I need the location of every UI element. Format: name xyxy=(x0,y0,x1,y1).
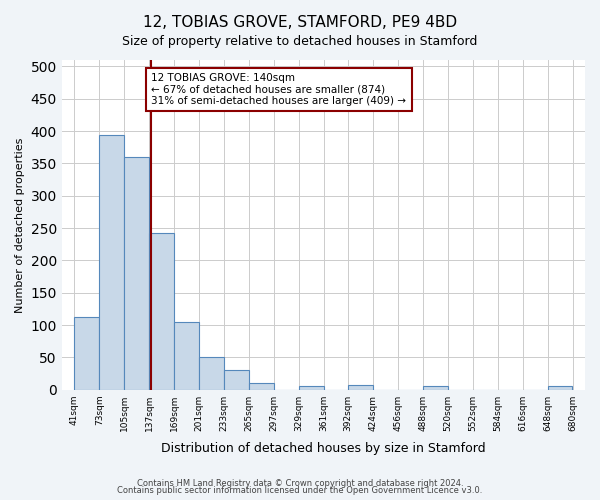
Text: Contains public sector information licensed under the Open Government Licence v3: Contains public sector information licen… xyxy=(118,486,482,495)
Text: Size of property relative to detached houses in Stamford: Size of property relative to detached ho… xyxy=(122,35,478,48)
Bar xyxy=(174,322,199,390)
Y-axis label: Number of detached properties: Number of detached properties xyxy=(15,137,25,312)
Bar xyxy=(348,385,373,390)
Text: 12, TOBIAS GROVE, STAMFORD, PE9 4BD: 12, TOBIAS GROVE, STAMFORD, PE9 4BD xyxy=(143,15,457,30)
Bar xyxy=(249,383,274,390)
Bar xyxy=(299,386,323,390)
Bar xyxy=(199,358,224,390)
X-axis label: Distribution of detached houses by size in Stamford: Distribution of detached houses by size … xyxy=(161,442,486,455)
Bar xyxy=(74,318,99,390)
Text: Contains HM Land Registry data © Crown copyright and database right 2024.: Contains HM Land Registry data © Crown c… xyxy=(137,478,463,488)
Bar xyxy=(100,135,124,390)
Bar xyxy=(548,386,572,390)
Text: 12 TOBIAS GROVE: 140sqm
← 67% of detached houses are smaller (874)
31% of semi-d: 12 TOBIAS GROVE: 140sqm ← 67% of detache… xyxy=(151,73,406,106)
Bar xyxy=(149,232,174,390)
Bar xyxy=(124,157,149,390)
Bar xyxy=(423,386,448,390)
Bar xyxy=(224,370,249,390)
